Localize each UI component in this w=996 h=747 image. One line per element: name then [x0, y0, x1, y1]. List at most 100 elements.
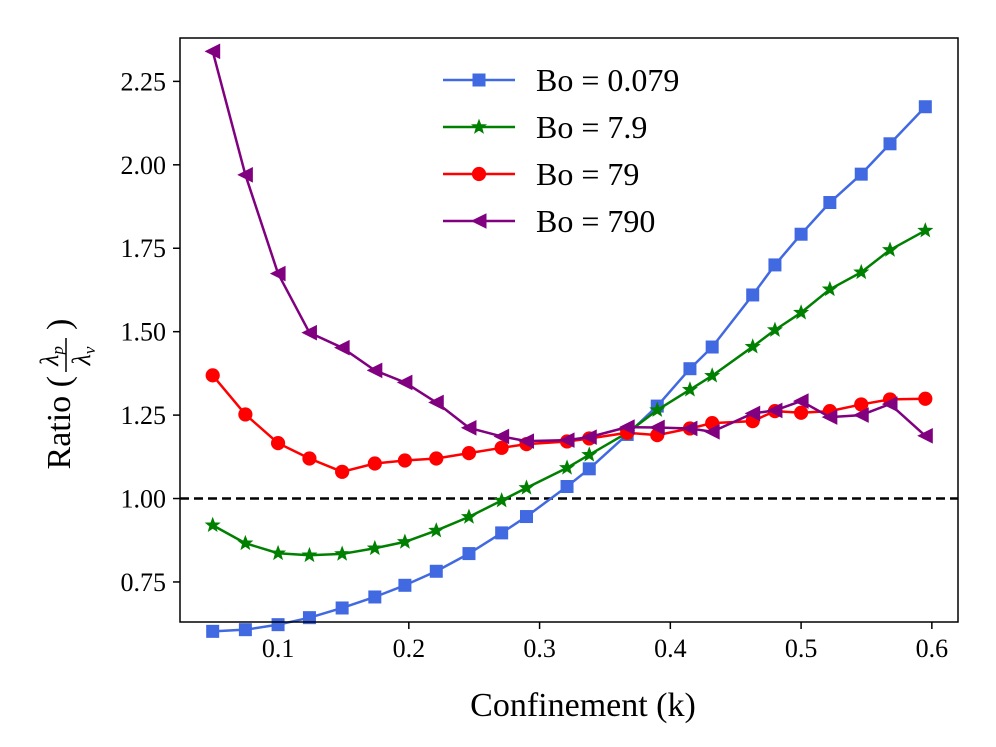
- data-point: [271, 618, 285, 632]
- data-point: [335, 601, 349, 615]
- y-tick-label: 2.25: [121, 67, 167, 96]
- legend-item: Bo = 790: [443, 203, 655, 239]
- y-tick-label: 2.00: [121, 151, 167, 180]
- data-point: [794, 227, 808, 241]
- data-point: [823, 196, 837, 210]
- series-bo-7-9: [204, 222, 934, 563]
- data-point: [793, 304, 810, 320]
- y-tick-label: 1.00: [121, 485, 167, 514]
- data-point: [558, 432, 575, 448]
- series-bo-79: [205, 368, 933, 479]
- data-point: [367, 456, 382, 471]
- x-tick-label: 0.4: [654, 634, 687, 663]
- plot-frame: [179, 37, 959, 623]
- y-axis-label: Ratio ( λp λv ): [35, 319, 99, 470]
- data-point: [470, 213, 487, 229]
- y-tick-label: 1.50: [121, 318, 167, 347]
- data-point: [746, 288, 760, 302]
- data-point: [854, 167, 868, 181]
- data-point: [518, 433, 535, 449]
- data-point: [460, 508, 477, 524]
- data-point: [398, 578, 412, 592]
- data-point: [397, 453, 413, 468]
- legend-label: Bo = 0.079: [536, 62, 679, 98]
- data-point: [704, 423, 720, 440]
- data-point: [238, 407, 253, 422]
- data-point: [821, 280, 838, 297]
- data-point: [744, 405, 761, 422]
- data-point: [335, 464, 350, 479]
- y-axis-label-suffix: ): [41, 319, 78, 330]
- data-point: [560, 480, 574, 494]
- data-point: [396, 374, 413, 391]
- data-point: [705, 340, 719, 354]
- y-axis-label-prefix: Ratio (: [41, 376, 78, 469]
- data-point: [704, 367, 721, 383]
- series-line: [212, 229, 926, 557]
- data-point: [204, 516, 221, 533]
- data-point: [471, 166, 487, 182]
- data-point: [768, 258, 782, 272]
- data-point: [495, 526, 509, 540]
- series-layer: [204, 43, 934, 638]
- axis-ticks: 0.1 0.2 0.3 0.4 0.5 0.6 0.75 1.00 1.25 1.50 1.75 2.…: [121, 67, 949, 663]
- data-point: [793, 405, 809, 420]
- data-point: [766, 321, 783, 337]
- data-point: [853, 407, 869, 423]
- data-point: [918, 391, 933, 406]
- data-point: [460, 419, 477, 436]
- data-point: [428, 394, 444, 411]
- data-point: [366, 539, 383, 556]
- data-point: [619, 419, 635, 435]
- legend-item: Bo = 7.9: [443, 109, 647, 145]
- data-point: [472, 73, 486, 87]
- data-point: [428, 522, 445, 538]
- x-tick-label: 0.1: [262, 634, 295, 663]
- data-point: [766, 402, 783, 419]
- data-point: [881, 396, 898, 412]
- data-point: [238, 623, 252, 637]
- data-point: [918, 100, 932, 114]
- data-point: [206, 624, 220, 638]
- x-axis-label: Confinement (k): [470, 687, 696, 724]
- data-point: [520, 510, 534, 524]
- data-point: [270, 544, 287, 561]
- data-point: [854, 397, 869, 412]
- data-point: [881, 241, 899, 257]
- data-point: [582, 462, 596, 476]
- data-point: [917, 222, 934, 238]
- data-point: [681, 381, 698, 397]
- data-point: [883, 137, 897, 151]
- data-point: [744, 338, 761, 354]
- legend-label: Bo = 790: [536, 203, 655, 239]
- data-point: [396, 533, 413, 549]
- data-point: [649, 401, 666, 417]
- data-point: [462, 547, 476, 561]
- data-point: [301, 324, 317, 341]
- series-line: [211, 374, 926, 474]
- x-tick-label: 0.5: [785, 634, 818, 663]
- data-point: [917, 427, 933, 444]
- x-tick-label: 0.3: [523, 634, 556, 663]
- x-tick-label: 0.2: [393, 634, 426, 663]
- data-point: [429, 451, 444, 466]
- y-tick-label: 0.75: [121, 568, 167, 597]
- data-point: [301, 546, 318, 563]
- data-point: [792, 393, 809, 409]
- legend-item: Bo = 0.079: [443, 62, 679, 98]
- legend-label: Bo = 7.9: [536, 109, 647, 145]
- data-point: [559, 459, 576, 475]
- data-point: [429, 564, 443, 578]
- data-point: [302, 611, 316, 625]
- data-point: [821, 409, 838, 425]
- data-point: [493, 492, 510, 508]
- data-point: [470, 118, 488, 134]
- data-point: [518, 479, 535, 495]
- data-point: [334, 545, 351, 561]
- x-tick-label: 0.6: [916, 634, 949, 663]
- data-point: [237, 534, 254, 551]
- data-point: [681, 420, 698, 437]
- series-bo-790: [204, 43, 933, 449]
- series-bo-0-079: [206, 100, 932, 638]
